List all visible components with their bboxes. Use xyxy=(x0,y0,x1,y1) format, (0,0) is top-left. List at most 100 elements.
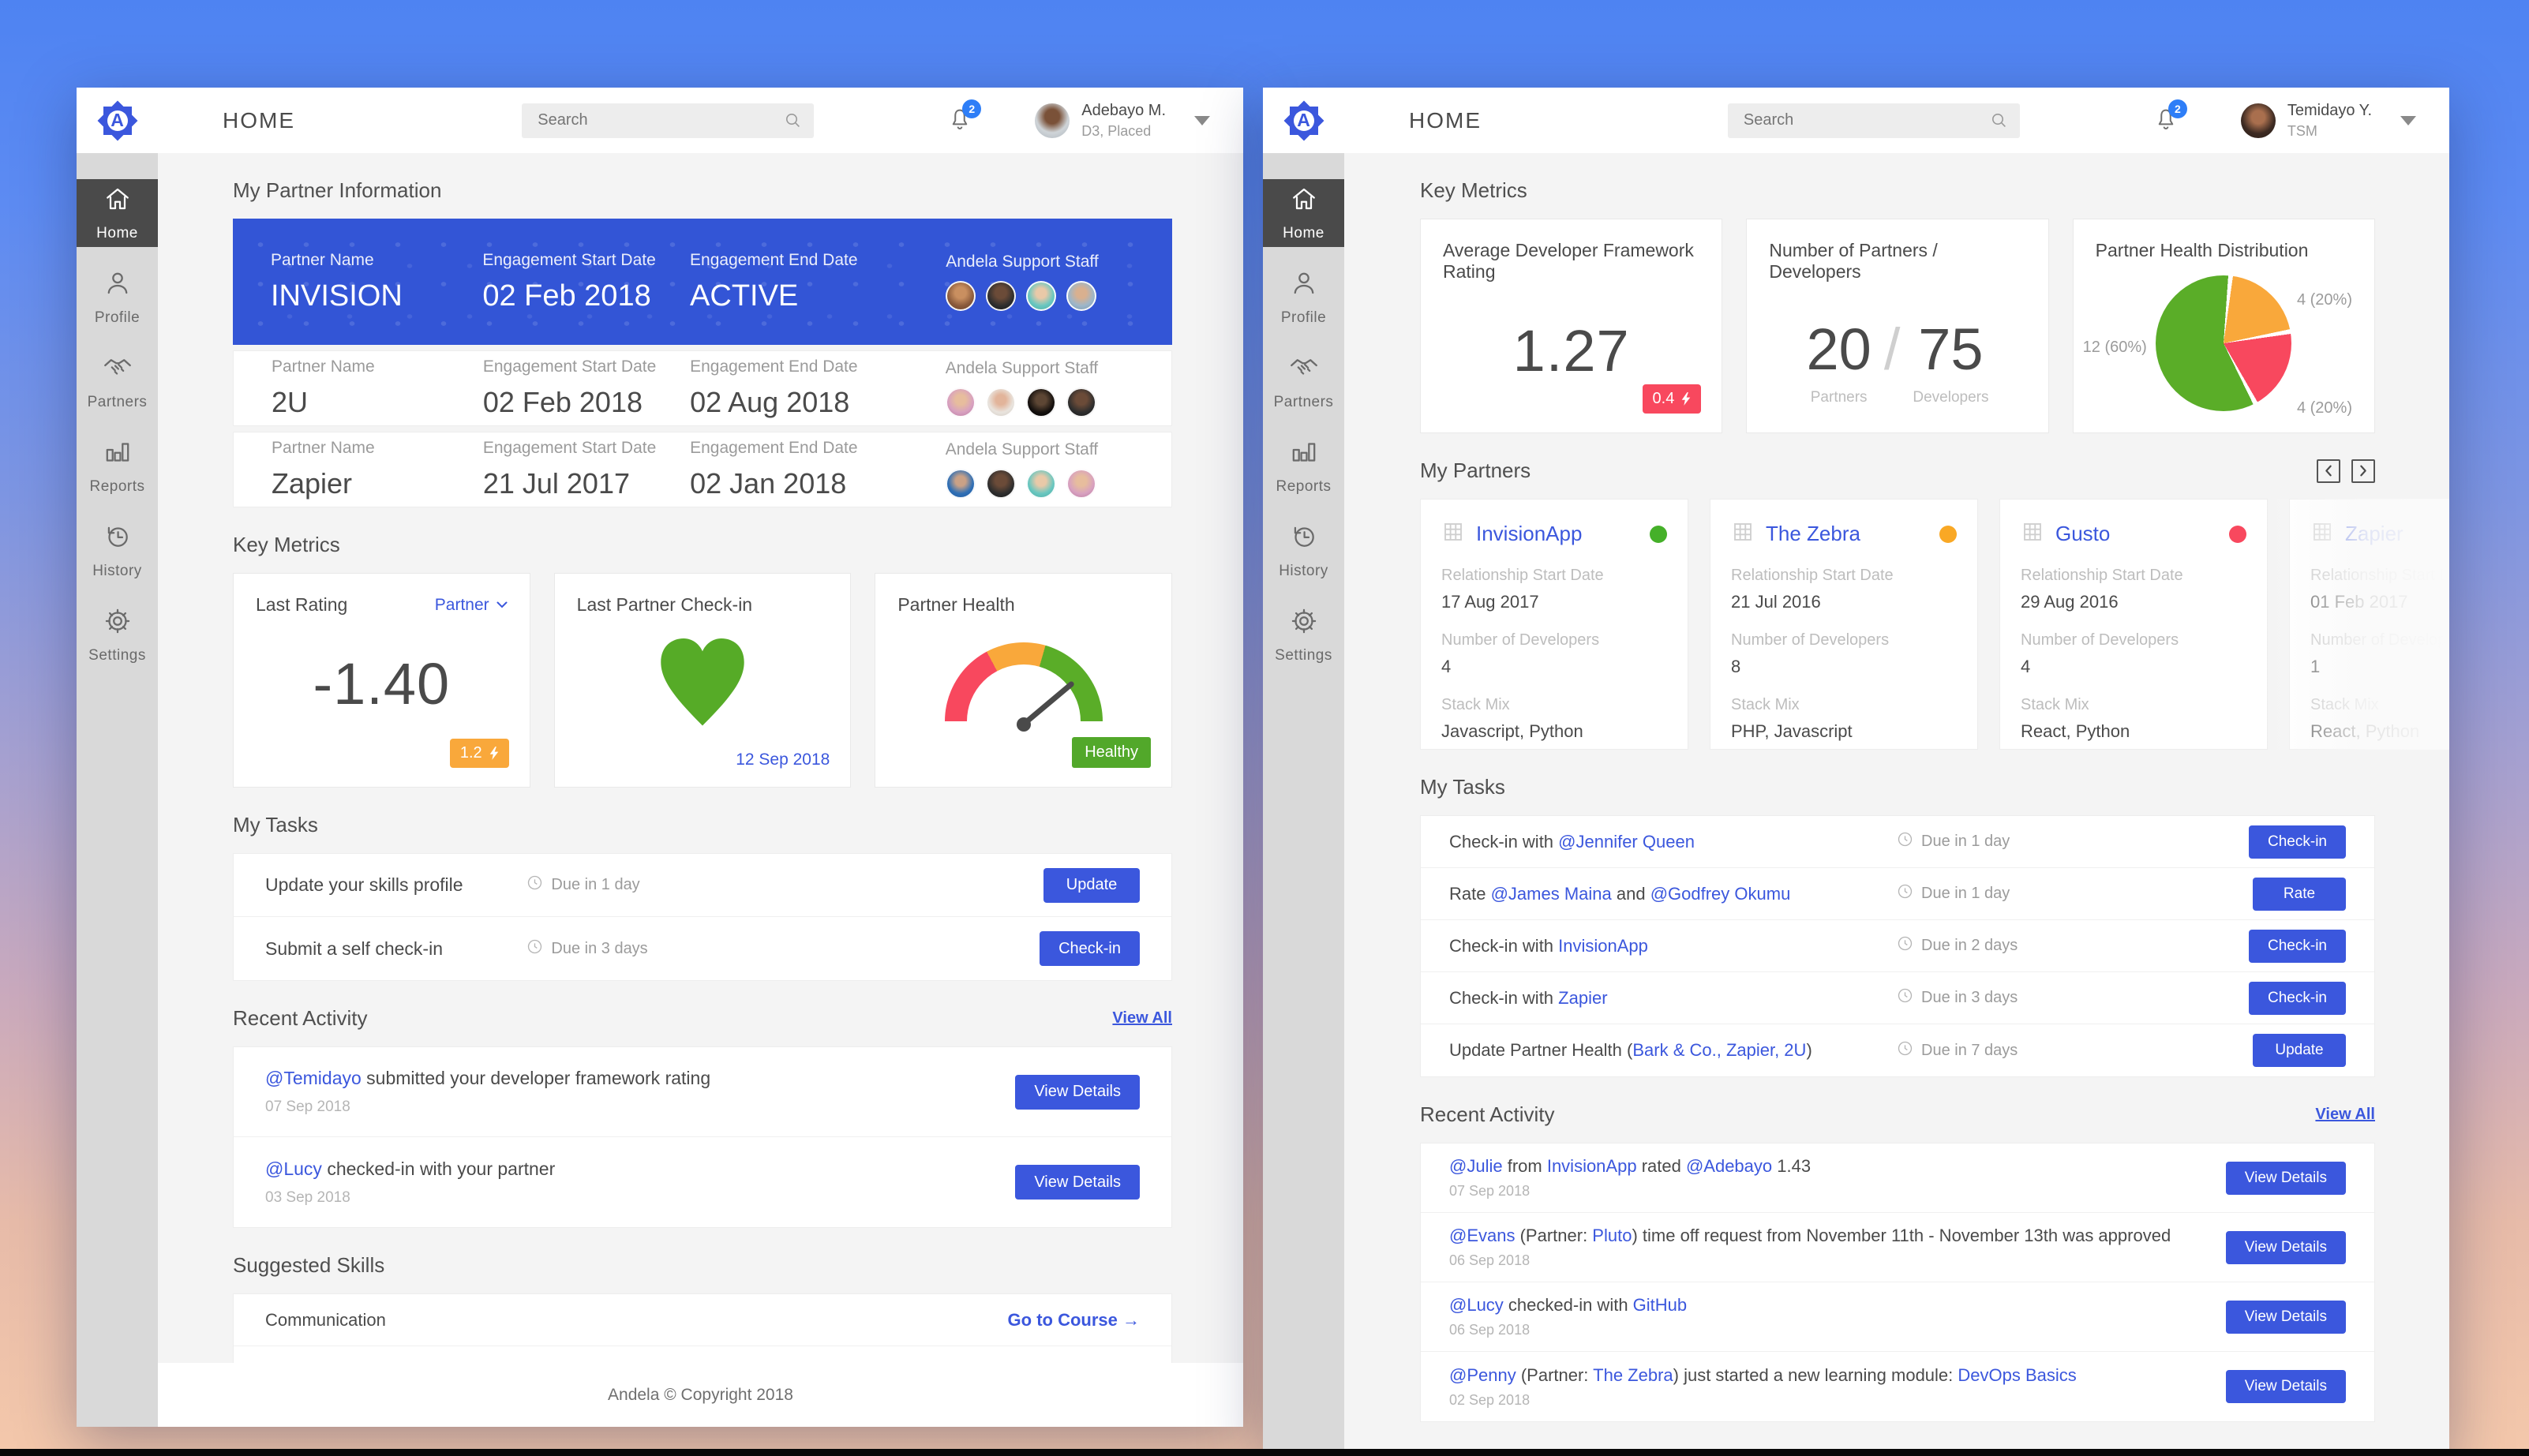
sidebar-item-reports[interactable]: Reports xyxy=(1263,432,1344,500)
sidebar-item-history[interactable]: History xyxy=(1263,517,1344,585)
mention-link[interactable]: Bark & Co., Zapier, 2U xyxy=(1632,1040,1807,1060)
due-text: Due in 3 days xyxy=(1921,989,2018,1006)
activity-card: @Julie from InvisionApp rated @Adebayo 1… xyxy=(1420,1143,2375,1422)
mention-link[interactable]: @Penny xyxy=(1449,1364,1516,1385)
metric-title: Partner Health Distribution xyxy=(2095,240,2309,260)
partner-name: Zapier xyxy=(272,467,353,500)
go-to-course-link[interactable]: Go to Course → xyxy=(1008,1362,1140,1363)
history-clock-icon xyxy=(1290,522,1318,556)
activity-date: 06 Sep 2018 xyxy=(1449,1252,1531,1268)
check-in-button[interactable]: Check-in xyxy=(1040,931,1140,966)
sidebar-item-partners[interactable]: Partners xyxy=(77,348,158,416)
rate-button[interactable]: Rate xyxy=(2253,877,2346,911)
partner-name-link[interactable]: The Zebra xyxy=(1766,522,1860,545)
avatar xyxy=(946,281,976,311)
update-button[interactable]: Update xyxy=(2253,1034,2346,1067)
check-in-button[interactable]: Check-in xyxy=(2249,981,2346,1015)
mention-link[interactable]: @Julie xyxy=(1449,1156,1503,1176)
engagement-start: 02 Feb 2018 xyxy=(482,386,643,418)
search-input[interactable] xyxy=(522,111,815,129)
mention-link[interactable]: @James Maina xyxy=(1490,883,1612,904)
sidebar-item-settings[interactable]: Settings xyxy=(1263,601,1344,669)
metric-title: Number of Partners / Developers xyxy=(1769,240,1938,282)
sidebar-item-profile[interactable]: Profile xyxy=(1263,264,1344,331)
view-details-button[interactable]: View Details xyxy=(2225,1230,2346,1264)
stack-mix: React, Python xyxy=(2021,721,2130,741)
partner-row-zapier[interactable]: Partner Name Zapier Engagement Start Date… xyxy=(233,432,1172,507)
mention-link[interactable]: @Jennifer Queen xyxy=(1558,831,1695,852)
partner-card-invisionapp[interactable]: InvisionApp Relationship Start Date 17 A… xyxy=(1420,499,1688,750)
notification-bell[interactable]: 2 xyxy=(2154,99,2187,134)
sidebar-item-settings[interactable]: Settings xyxy=(77,601,158,669)
task-row: Check-in with @Jennifer Queen Due in 1 d… xyxy=(1421,816,2374,868)
sidebar-item-history[interactable]: History xyxy=(77,517,158,585)
user-menu[interactable]: Adebayo M. D3, Placed xyxy=(1035,102,1166,140)
main-content: My Partner Information Partner Name INVIS… xyxy=(158,153,1243,1363)
sidebar-item-partners[interactable]: Partners xyxy=(1263,348,1344,416)
user-role: TSM xyxy=(2287,122,2317,139)
view-details-button[interactable]: View Details xyxy=(1015,1074,1140,1110)
partner-row-2u[interactable]: Partner Name 2U Engagement Start Date 02 F… xyxy=(233,350,1172,426)
check-in-button[interactable]: Check-in xyxy=(2249,825,2346,859)
avatar xyxy=(985,387,1016,417)
engagement-end: ACTIVE xyxy=(690,279,799,313)
partner-card-zapier[interactable]: Zapier Relationship Start Date 01 Feb 20… xyxy=(2289,499,2449,750)
mention-link[interactable]: InvisionApp xyxy=(1546,1156,1637,1176)
go-to-course-link[interactable]: Go to Course → xyxy=(1007,1309,1140,1330)
check-in-button[interactable]: Check-in xyxy=(2249,929,2346,963)
task-row: Rate @James Maina and @Godfrey Okumu Due… xyxy=(1421,868,2374,920)
column-label: Andela Support Staff xyxy=(945,440,1099,459)
mention-link[interactable]: GitHub xyxy=(1632,1295,1688,1315)
partner-row-invision[interactable]: Partner Name INVISION Engagement Start Da… xyxy=(233,219,1172,345)
view-details-button[interactable]: View Details xyxy=(1015,1165,1140,1200)
mention-link[interactable]: Zapier xyxy=(1558,987,1608,1008)
partner-name-link[interactable]: InvisionApp xyxy=(1476,522,1583,545)
user-menu[interactable]: Temidayo Y. TSM xyxy=(2240,102,2372,140)
support-staff-avatars xyxy=(945,469,1152,499)
carousel-prev-button[interactable] xyxy=(2317,459,2340,483)
chevron-down-icon[interactable] xyxy=(2400,115,2416,125)
view-all-link[interactable]: View All xyxy=(2315,1106,2375,1123)
mention-link[interactable]: @Temidayo xyxy=(265,1068,362,1088)
partner-card-gusto[interactable]: Gusto Relationship Start Date 29 Aug 201… xyxy=(1999,499,2268,750)
andela-logo-icon: A xyxy=(96,99,139,142)
sidebar-item-profile[interactable]: Profile xyxy=(77,264,158,331)
carousel-next-button[interactable] xyxy=(2351,459,2375,483)
mention-link[interactable]: DevOps Basics xyxy=(1958,1364,2077,1385)
mention-link[interactable]: @Lucy xyxy=(1449,1295,1504,1315)
search-input[interactable] xyxy=(1727,111,2020,129)
sidebar: Home Profile Partners Reports History xyxy=(1263,153,1344,1456)
task-text: Rate xyxy=(1449,883,1491,904)
mention-link[interactable]: @Adebayo xyxy=(1685,1156,1773,1176)
partner-name-link[interactable]: Gusto xyxy=(2055,522,2111,545)
notification-bell[interactable]: 2 xyxy=(948,99,982,134)
sidebar-item-home[interactable]: Home xyxy=(77,179,158,247)
update-button[interactable]: Update xyxy=(1043,867,1140,903)
activity-text: submitted your developer framework ratin… xyxy=(361,1068,711,1088)
chevron-down-icon[interactable] xyxy=(1194,115,1210,125)
mention-link[interactable]: @Godfrey Okumu xyxy=(1650,883,1791,904)
view-details-button[interactable]: View Details xyxy=(2225,1370,2346,1403)
mention-link[interactable]: Pluto xyxy=(1592,1226,1632,1245)
andela-logo-icon: A xyxy=(1283,99,1325,142)
partner-card-the-zebra[interactable]: The Zebra Relationship Start Date 21 Jul… xyxy=(1710,499,1978,750)
view-all-link[interactable]: View All xyxy=(1112,1009,1172,1027)
last-rating-value: -1.40 xyxy=(313,651,451,717)
mention-link[interactable]: @Evans xyxy=(1449,1226,1516,1245)
activity-text: ) just started a new learning module: xyxy=(1673,1364,1958,1385)
mention-link[interactable]: @Lucy xyxy=(265,1158,322,1179)
task-text: Submit a self check-in xyxy=(265,938,443,959)
view-details-button[interactable]: View Details xyxy=(2225,1161,2346,1195)
mention-link[interactable]: The Zebra xyxy=(1593,1364,1673,1385)
activity-text: ) time off request from November 11th - … xyxy=(1632,1226,2171,1245)
sidebar-item-reports[interactable]: Reports xyxy=(77,432,158,500)
partner-filter-dropdown[interactable]: Partner xyxy=(435,596,508,615)
metric-card-last-checkin: Last Partner Check-in 12 Sep 2018 xyxy=(553,573,852,788)
mention-link[interactable]: InvisionApp xyxy=(1558,935,1648,956)
notification-badge: 2 xyxy=(2167,99,2187,118)
column-label: Engagement Start Date xyxy=(482,357,657,376)
view-details-button[interactable]: View Details xyxy=(2225,1300,2346,1334)
partner-name-link[interactable]: Zapier xyxy=(2345,522,2403,545)
dashboard-window-left: A HOME 2 Adebayo M. D3, Placed xyxy=(77,88,1243,1427)
sidebar-item-home[interactable]: Home xyxy=(1263,179,1344,247)
